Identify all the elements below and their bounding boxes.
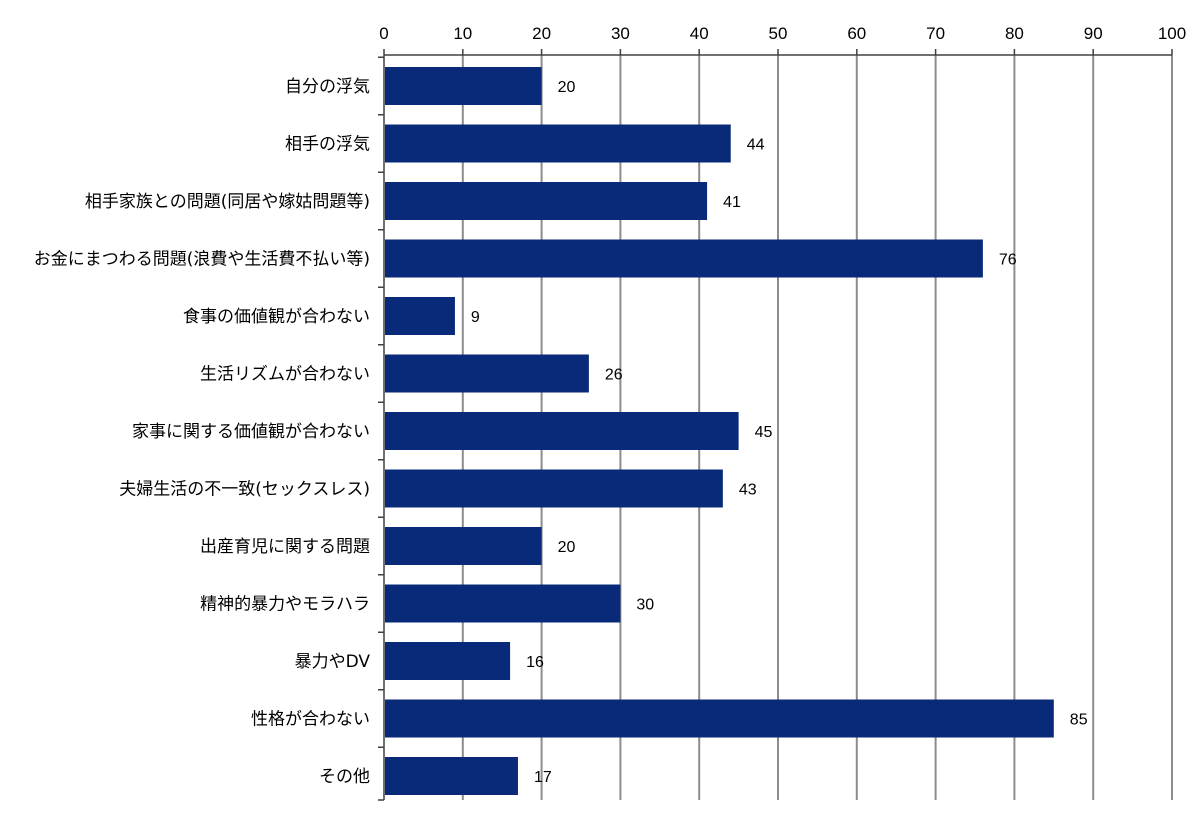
x-tick-label: 20: [532, 24, 551, 43]
x-tick-label: 80: [1005, 24, 1024, 43]
bar: [385, 354, 589, 393]
bar: [385, 239, 983, 278]
category-label: 精神的暴力やモラハラ: [200, 595, 370, 615]
data-label: 44: [747, 137, 765, 154]
data-label: 26: [605, 367, 623, 384]
grid-lines: [461, 55, 1173, 800]
data-label: 17: [534, 769, 552, 786]
x-tick-label: 0: [379, 24, 388, 43]
x-tick-label: 70: [926, 24, 945, 43]
category-label: 性格が合わない: [251, 710, 370, 730]
category-label: 生活リズムが合わない: [200, 365, 370, 385]
data-label: 43: [739, 482, 757, 499]
bars: [385, 67, 1054, 795]
category-label: 相手の浮気: [285, 135, 370, 155]
bar: [385, 182, 708, 220]
labels: 0 10 20 30 40 50 60 70 80 90 100 自分の浮気 20 相手の浮気 44 相手家族…: [34, 24, 1186, 787]
category-label: 家事に関する価値観が合わない: [132, 422, 370, 442]
bar: [385, 297, 455, 335]
category-label: 夫婦生活の不一致(セックスレス): [119, 480, 370, 500]
bar: [385, 527, 542, 565]
category-label: 出産育児に関する問題: [200, 537, 370, 557]
category-label: 暴力やDV: [295, 652, 371, 672]
bar: [385, 67, 542, 105]
axes: [378, 49, 1173, 801]
data-label: 30: [636, 597, 654, 614]
x-tick-label: 100: [1158, 24, 1186, 43]
bar: [385, 469, 723, 508]
data-label: 45: [755, 424, 773, 441]
x-tick-label: 30: [611, 24, 630, 43]
x-tick-label: 90: [1084, 24, 1103, 43]
x-tick-label: 60: [847, 24, 866, 43]
x-tick-label: 40: [690, 24, 709, 43]
x-tick-label: 10: [453, 24, 472, 43]
bar: [385, 412, 739, 450]
data-label: 20: [558, 539, 576, 556]
bar: [385, 757, 518, 795]
bar: [385, 124, 731, 163]
data-label: 76: [999, 252, 1017, 269]
data-label: 20: [558, 79, 576, 96]
category-label: お金にまつわる問題(浪費や生活費不払い等): [34, 250, 370, 270]
category-label: 相手家族との問題(同居や嫁姑問題等): [85, 192, 370, 212]
bar: [385, 642, 511, 680]
category-label: 自分の浮気: [285, 77, 370, 97]
data-label: 41: [723, 194, 741, 211]
bar: [385, 699, 1054, 738]
x-tick-label: 50: [769, 24, 788, 43]
bar: [385, 584, 621, 623]
category-label: その他: [319, 767, 370, 787]
data-label: 16: [526, 654, 544, 671]
data-label: 9: [471, 309, 480, 326]
data-label: 85: [1070, 712, 1088, 729]
category-label: 食事の価値観が合わない: [183, 307, 370, 327]
